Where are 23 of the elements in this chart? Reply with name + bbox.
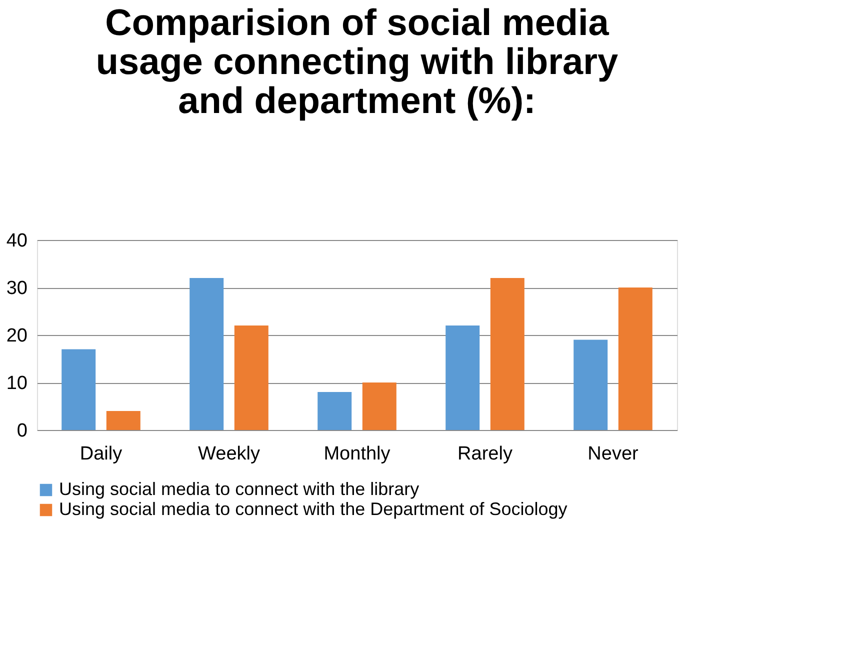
x-tick-label: Rarely xyxy=(458,444,513,464)
bar xyxy=(574,340,608,430)
bar xyxy=(618,288,652,430)
bar xyxy=(190,278,224,430)
bar xyxy=(62,349,96,430)
bar xyxy=(106,411,140,430)
legend-label: Using social media to connect with the library xyxy=(59,479,420,499)
y-tick-label: 10 xyxy=(6,373,28,394)
chart-title: Comparision of social media usage connecting with library and department (%): xyxy=(96,2,619,121)
bar xyxy=(362,382,396,430)
x-tick-label: Never xyxy=(588,444,640,464)
bar xyxy=(446,326,480,430)
bar xyxy=(234,326,268,430)
y-tick-label: 0 xyxy=(16,420,28,442)
x-tick-label: Daily xyxy=(80,444,123,464)
y-tick-label: 20 xyxy=(6,326,28,346)
bar xyxy=(490,278,524,430)
y-tick-label: 40 xyxy=(6,230,28,252)
bar xyxy=(318,392,352,430)
x-tick-label: Monthly xyxy=(324,444,391,464)
y-tick-label: 30 xyxy=(6,278,28,299)
legend-label: Using social media to connect with the Department of Sociology xyxy=(59,499,568,519)
x-tick-label: Weekly xyxy=(198,444,260,464)
